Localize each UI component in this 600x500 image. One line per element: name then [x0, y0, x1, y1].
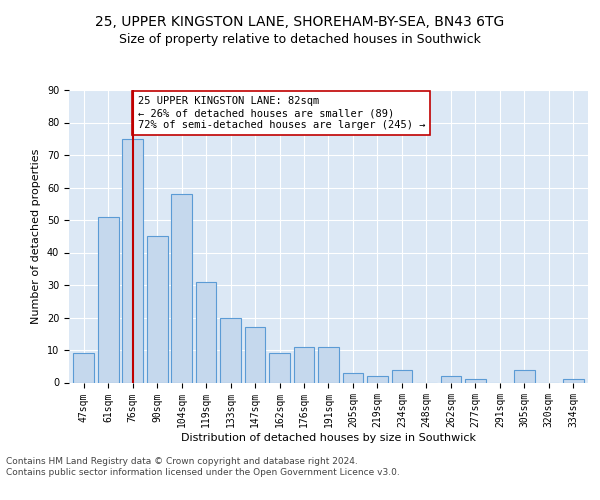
Text: Size of property relative to detached houses in Southwick: Size of property relative to detached ho…	[119, 34, 481, 46]
Bar	[367, 376, 388, 382]
Bar	[98, 217, 119, 382]
Text: 25, UPPER KINGSTON LANE, SHOREHAM-BY-SEA, BN43 6TG: 25, UPPER KINGSTON LANE, SHOREHAM-BY-SEA…	[95, 16, 505, 30]
Bar	[293, 347, 314, 382]
Bar	[122, 138, 143, 382]
Bar	[343, 373, 364, 382]
Bar	[220, 318, 241, 382]
Bar	[465, 379, 486, 382]
Bar	[269, 353, 290, 382]
Bar	[440, 376, 461, 382]
X-axis label: Distribution of detached houses by size in Southwick: Distribution of detached houses by size …	[181, 433, 476, 443]
Bar	[73, 353, 94, 382]
Bar	[171, 194, 192, 382]
Text: 25 UPPER KINGSTON LANE: 82sqm
← 26% of detached houses are smaller (89)
72% of s: 25 UPPER KINGSTON LANE: 82sqm ← 26% of d…	[137, 96, 425, 130]
Bar	[196, 282, 217, 382]
Bar	[514, 370, 535, 382]
Text: Contains HM Land Registry data © Crown copyright and database right 2024.
Contai: Contains HM Land Registry data © Crown c…	[6, 458, 400, 477]
Bar	[245, 327, 265, 382]
Bar	[563, 379, 584, 382]
Bar	[392, 370, 412, 382]
Bar	[147, 236, 167, 382]
Y-axis label: Number of detached properties: Number of detached properties	[31, 148, 41, 324]
Bar	[318, 347, 339, 382]
